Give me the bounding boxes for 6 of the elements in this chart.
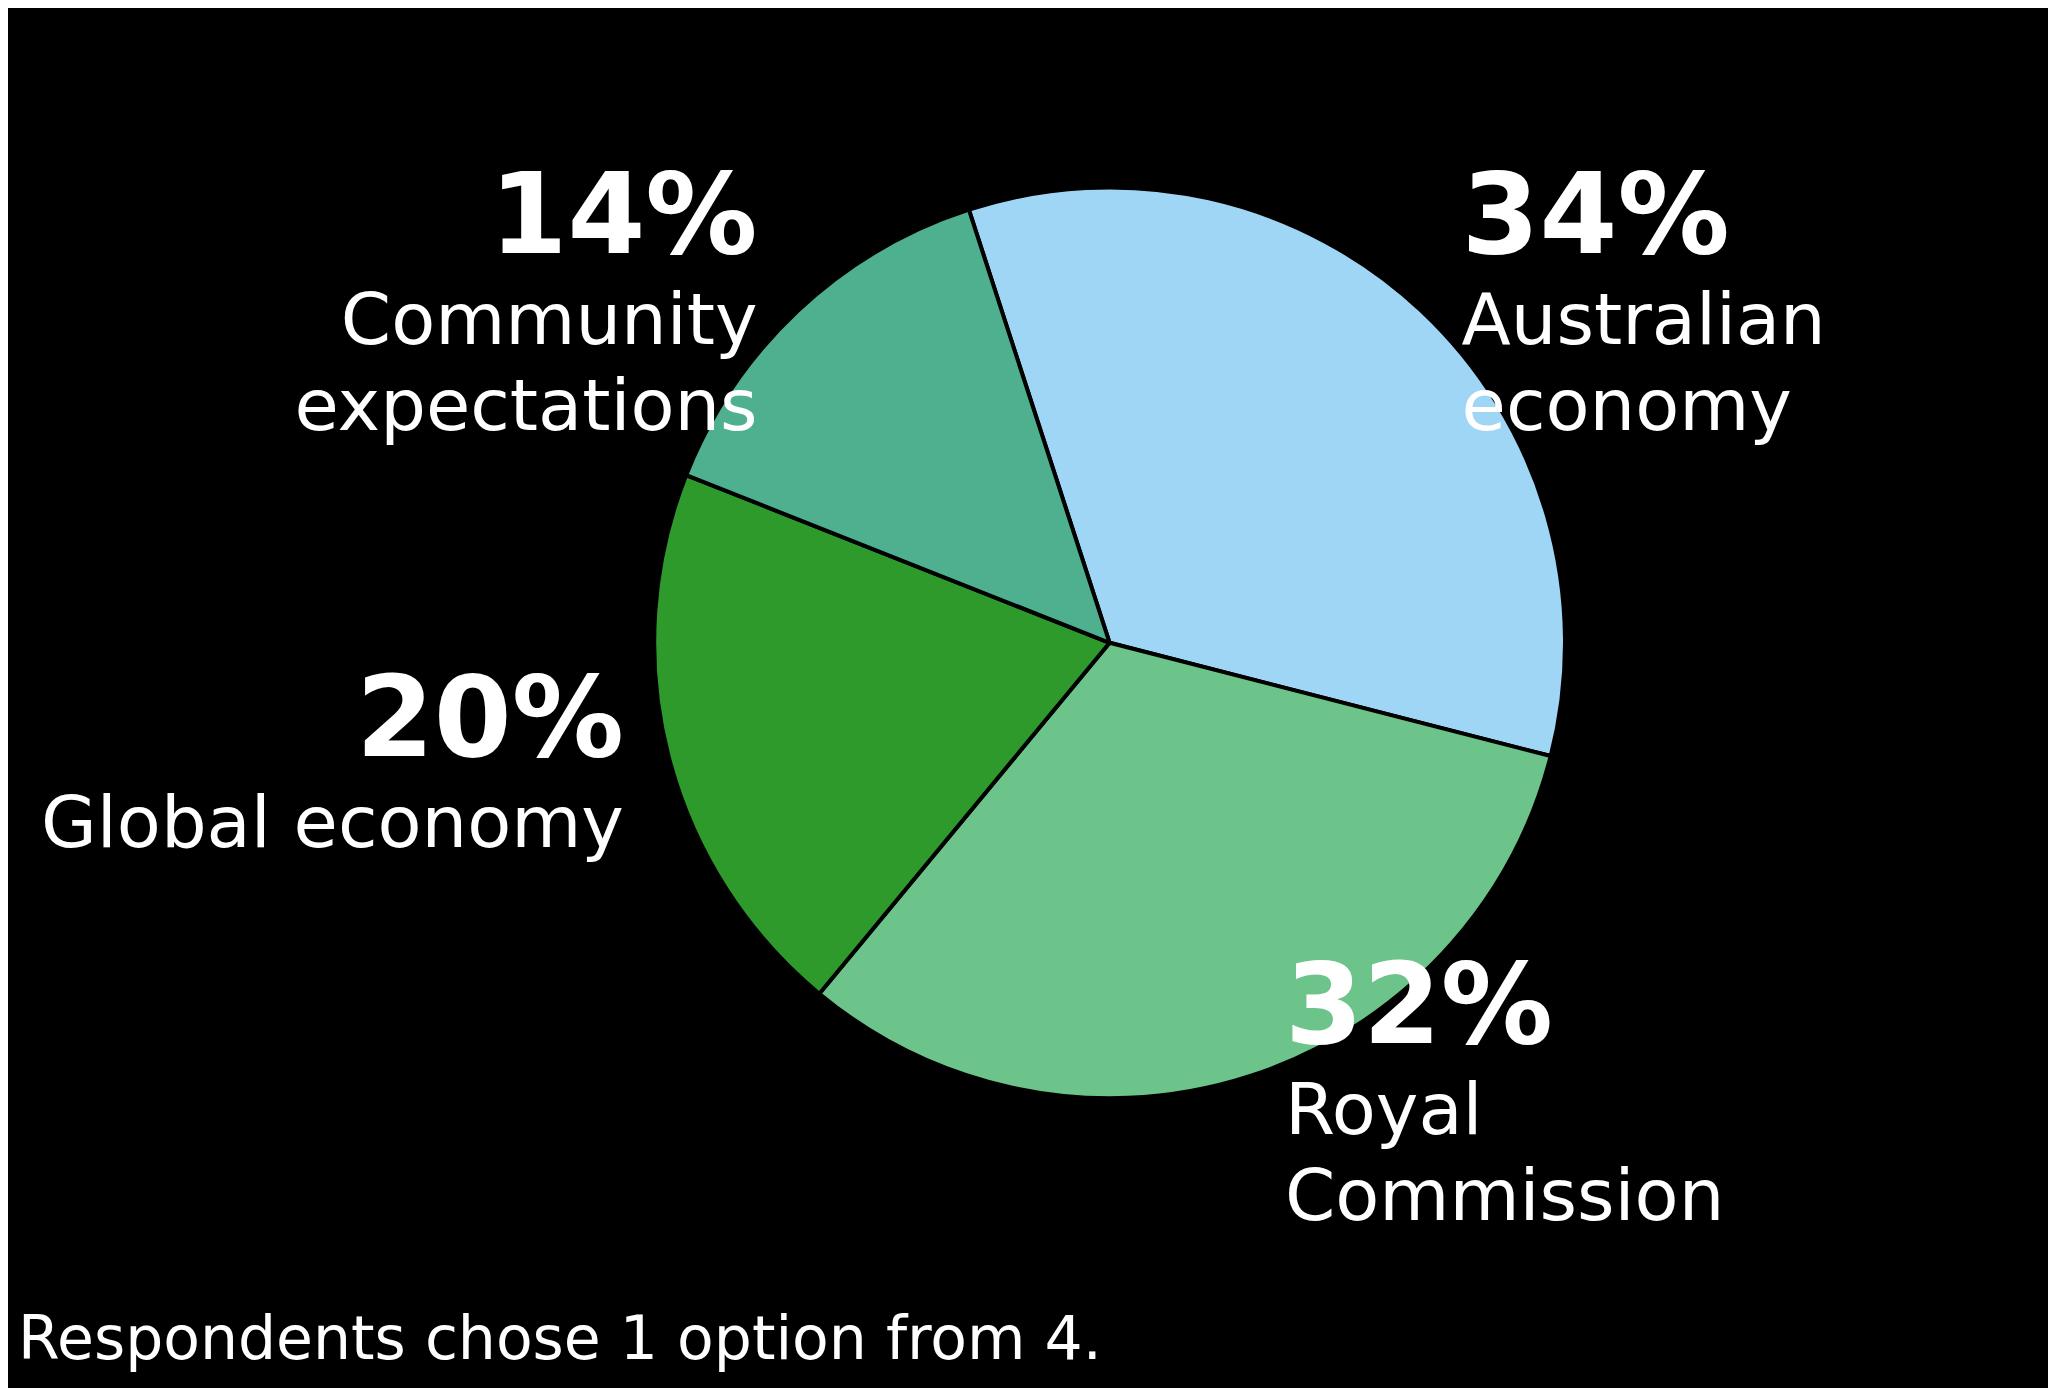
data-label: 34%: [1461, 148, 1730, 279]
data-label: 20%: [355, 651, 624, 782]
slice-label: Global economy: [41, 779, 624, 864]
text: Respondents chose 1 option from 4.: [18, 1303, 1102, 1373]
data-label: 14%: [489, 148, 758, 279]
slice-label: Royal Commission: [1284, 1067, 1725, 1238]
